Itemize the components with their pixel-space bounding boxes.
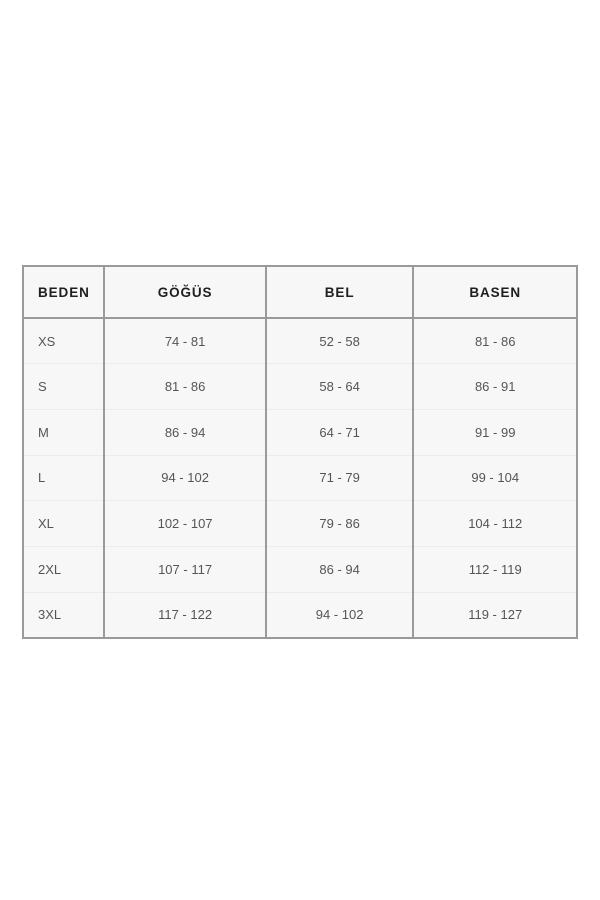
table-row: 2XL 107 - 117 86 - 94 112 - 119 xyxy=(23,545,577,593)
cell-hip: 104 - 112 xyxy=(413,500,577,547)
table-row: XS 74 - 81 52 - 58 81 - 86 xyxy=(23,318,577,364)
cell-chest: 86 - 94 xyxy=(104,408,267,456)
cell-hip: 81 - 86 xyxy=(413,318,577,364)
cell-size: XL xyxy=(23,500,106,547)
cell-waist: 94 - 102 xyxy=(265,591,415,638)
cell-chest: 117 - 122 xyxy=(104,591,267,638)
table-row: L 94 - 102 71 - 79 99 - 104 xyxy=(23,454,577,501)
cell-waist: 58 - 64 xyxy=(265,363,415,410)
cell-waist: 79 - 86 xyxy=(265,500,415,547)
header-row: BEDEN GÖĞÜS BEL BASEN xyxy=(23,266,577,319)
cell-chest: 94 - 102 xyxy=(104,454,267,501)
table-row: S 81 - 86 58 - 64 86 - 91 xyxy=(23,363,577,410)
size-chart-table: BEDEN GÖĞÜS BEL BASEN XS 74 - 81 52 - 58… xyxy=(22,265,578,639)
cell-hip: 91 - 99 xyxy=(413,408,577,456)
size-chart-container: BEDEN GÖĞÜS BEL BASEN XS 74 - 81 52 - 58… xyxy=(22,265,578,639)
cell-waist: 64 - 71 xyxy=(265,408,415,456)
table-row: M 86 - 94 64 - 71 91 - 99 xyxy=(23,408,577,456)
cell-waist: 86 - 94 xyxy=(265,545,415,593)
cell-chest: 81 - 86 xyxy=(104,363,267,410)
column-header-waist: BEL xyxy=(265,266,415,319)
cell-size: L xyxy=(23,454,106,501)
cell-size: M xyxy=(23,408,106,456)
column-header-chest: GÖĞÜS xyxy=(104,266,267,319)
cell-waist: 52 - 58 xyxy=(265,318,415,364)
cell-chest: 74 - 81 xyxy=(104,318,267,364)
table-header: BEDEN GÖĞÜS BEL BASEN xyxy=(23,266,577,319)
cell-chest: 107 - 117 xyxy=(104,545,267,593)
table-body: XS 74 - 81 52 - 58 81 - 86 S 81 - 86 58 … xyxy=(23,318,577,638)
column-header-hip: BASEN xyxy=(413,266,577,319)
table-row: XL 102 - 107 79 - 86 104 - 112 xyxy=(23,500,577,547)
cell-size: 3XL xyxy=(23,591,106,638)
table-row: 3XL 117 - 122 94 - 102 119 - 127 xyxy=(23,591,577,638)
cell-size: 2XL xyxy=(23,545,106,593)
cell-hip: 99 - 104 xyxy=(413,454,577,501)
cell-size: S xyxy=(23,363,106,410)
cell-chest: 102 - 107 xyxy=(104,500,267,547)
cell-hip: 112 - 119 xyxy=(413,545,577,593)
column-header-size: BEDEN xyxy=(23,266,106,319)
cell-hip: 86 - 91 xyxy=(413,363,577,410)
cell-waist: 71 - 79 xyxy=(265,454,415,501)
cell-size: XS xyxy=(23,318,106,364)
cell-hip: 119 - 127 xyxy=(413,591,577,638)
